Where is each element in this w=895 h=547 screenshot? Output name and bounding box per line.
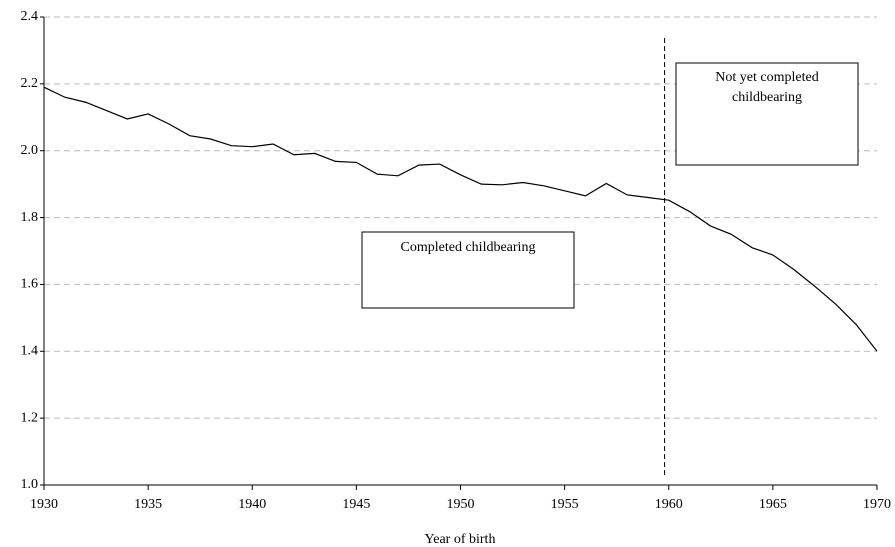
y-tick-label: 1.8	[21, 210, 39, 225]
annotation-box: Not yet completed childbearing	[675, 62, 859, 166]
y-tick-label: 1.6	[21, 277, 39, 292]
annotation-text: Completed childbearing	[401, 240, 536, 255]
x-tick-label: 1950	[447, 497, 475, 512]
x-tick-label: 1955	[551, 497, 579, 512]
annotation-text: childbearing	[732, 90, 802, 105]
x-tick-label: 1965	[759, 497, 787, 512]
x-tick-label: 1970	[863, 497, 891, 512]
x-tick-label: 1945	[342, 497, 370, 512]
annotation-frame	[361, 231, 575, 309]
y-tick-label: 1.0	[21, 477, 39, 492]
x-tick-label: 1930	[30, 497, 58, 512]
y-tick-label: 1.4	[21, 344, 39, 359]
annotation-text: Not yet completed	[715, 70, 818, 85]
y-tick-label: 2.4	[21, 9, 39, 24]
y-tick-label: 1.2	[21, 410, 39, 425]
annotation-frame	[675, 62, 859, 166]
y-tick-label: 2.0	[21, 143, 39, 158]
x-tick-label: 1935	[134, 497, 162, 512]
x-axis-label: Year of birth	[425, 532, 496, 547]
y-tick-label: 2.2	[21, 76, 39, 91]
x-tick-label: 1940	[238, 497, 266, 512]
annotation-box: Completed childbearing	[361, 231, 575, 309]
data-line	[43, 86, 878, 352]
x-tick-label: 1960	[655, 497, 683, 512]
